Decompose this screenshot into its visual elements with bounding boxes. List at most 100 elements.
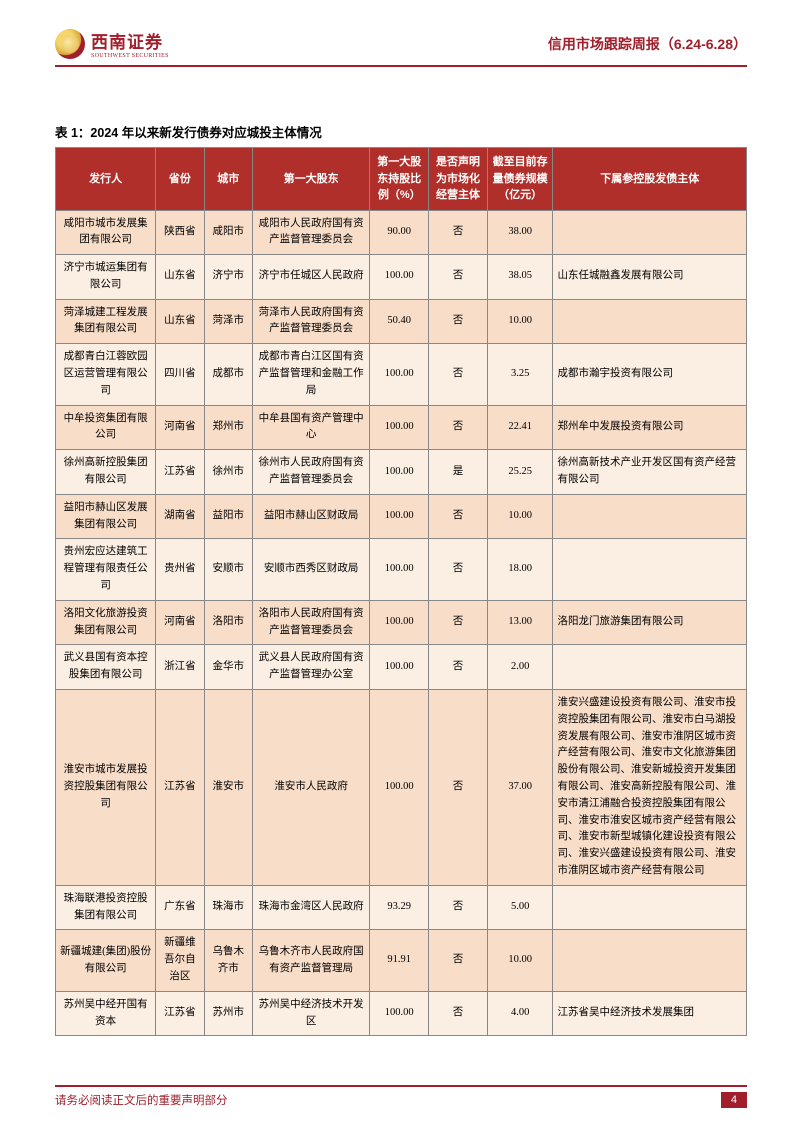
table-cell: 100.00 bbox=[370, 690, 429, 886]
table-cell: 成都市青白江区国有资产监督管理和金融工作局 bbox=[252, 344, 369, 405]
table-cell: 苏州吴中经济技术开发区 bbox=[252, 991, 369, 1036]
table-cell: 100.00 bbox=[370, 405, 429, 450]
table-cell: 湖南省 bbox=[156, 494, 204, 539]
table-row: 淮安市城市发展投资控股集团有限公司江苏省淮安市淮安市人民政府100.00否37.… bbox=[56, 690, 747, 886]
table-cell bbox=[553, 930, 747, 991]
table-cell: 苏州吴中经开国有资本 bbox=[56, 991, 156, 1036]
table-cell: 山东省 bbox=[156, 255, 204, 300]
table-header-cell: 第一大股东 bbox=[252, 148, 369, 211]
table-row: 武义县国有资本控股集团有限公司浙江省金华市武义县人民政府国有资产监督管理办公室1… bbox=[56, 645, 747, 690]
table-header-cell: 是否声明为市场化经营主体 bbox=[429, 148, 488, 211]
table-cell: 否 bbox=[429, 299, 488, 344]
table-cell: 徐州市 bbox=[204, 450, 252, 495]
table-cell: 是 bbox=[429, 450, 488, 495]
table-cell: 济宁市 bbox=[204, 255, 252, 300]
table-cell: 益阳市赫山区财政局 bbox=[252, 494, 369, 539]
table-row: 洛阳文化旅游投资集团有限公司河南省洛阳市洛阳市人民政府国有资产监督管理委员会10… bbox=[56, 600, 747, 645]
table-cell: 37.00 bbox=[487, 690, 553, 886]
table-cell: 成都青白江蓉欧园区运营管理有限公司 bbox=[56, 344, 156, 405]
table-cell: 100.00 bbox=[370, 450, 429, 495]
table-cell: 武义县国有资本控股集团有限公司 bbox=[56, 645, 156, 690]
table-cell: 18.00 bbox=[487, 539, 553, 600]
table-row: 菏泽城建工程发展集团有限公司山东省菏泽市菏泽市人民政府国有资产监督管理委员会50… bbox=[56, 299, 747, 344]
table-cell: 成都市 bbox=[204, 344, 252, 405]
table-cell: 山东省 bbox=[156, 299, 204, 344]
table-cell: 郑州牟中发展投资有限公司 bbox=[553, 405, 747, 450]
table-cell: 济宁市城运集团有限公司 bbox=[56, 255, 156, 300]
table-cell: 否 bbox=[429, 539, 488, 600]
table-cell: 乌鲁木齐市 bbox=[204, 930, 252, 991]
table-cell: 咸阳市人民政府国有资产监督管理委员会 bbox=[252, 210, 369, 255]
table-cell: 22.41 bbox=[487, 405, 553, 450]
table-row: 成都青白江蓉欧园区运营管理有限公司四川省成都市成都市青白江区国有资产监督管理和金… bbox=[56, 344, 747, 405]
table-row: 咸阳市城市发展集团有限公司陕西省咸阳市咸阳市人民政府国有资产监督管理委员会90.… bbox=[56, 210, 747, 255]
table-cell bbox=[553, 539, 747, 600]
table-cell: 38.00 bbox=[487, 210, 553, 255]
table-cell: 否 bbox=[429, 600, 488, 645]
table-cell: 菏泽市 bbox=[204, 299, 252, 344]
table-cell: 91.91 bbox=[370, 930, 429, 991]
table-row: 珠海联港投资控股集团有限公司广东省珠海市珠海市金湾区人民政府93.29否5.00 bbox=[56, 885, 747, 930]
footer-disclaimer: 请务必阅读正文后的重要声明部分 bbox=[55, 1092, 228, 1108]
table-cell bbox=[553, 494, 747, 539]
table-cell: 济宁市任城区人民政府 bbox=[252, 255, 369, 300]
table-cell bbox=[553, 885, 747, 930]
table-cell: 徐州高新技术产业开发区国有资产经营有限公司 bbox=[553, 450, 747, 495]
table-row: 济宁市城运集团有限公司山东省济宁市济宁市任城区人民政府100.00否38.05山… bbox=[56, 255, 747, 300]
table-cell: 否 bbox=[429, 930, 488, 991]
table-cell: 菏泽市人民政府国有资产监督管理委员会 bbox=[252, 299, 369, 344]
page-number: 4 bbox=[721, 1092, 747, 1108]
table-cell: 珠海市金湾区人民政府 bbox=[252, 885, 369, 930]
table-cell: 徐州市人民政府国有资产监督管理委员会 bbox=[252, 450, 369, 495]
table-cell: 洛阳文化旅游投资集团有限公司 bbox=[56, 600, 156, 645]
table-cell: 否 bbox=[429, 885, 488, 930]
table-cell: 洛阳市 bbox=[204, 600, 252, 645]
table-cell: 武义县人民政府国有资产监督管理办公室 bbox=[252, 645, 369, 690]
table-cell: 100.00 bbox=[370, 645, 429, 690]
table-cell: 新疆城建(集团)股份有限公司 bbox=[56, 930, 156, 991]
page-footer: 请务必阅读正文后的重要声明部分 4 bbox=[55, 1085, 747, 1108]
table-cell: 安顺市西秀区财政局 bbox=[252, 539, 369, 600]
table-cell: 益阳市 bbox=[204, 494, 252, 539]
table-cell: 25.25 bbox=[487, 450, 553, 495]
table-cell: 10.00 bbox=[487, 299, 553, 344]
table-cell: 100.00 bbox=[370, 991, 429, 1036]
table-cell: 2.00 bbox=[487, 645, 553, 690]
table-cell bbox=[553, 645, 747, 690]
table-cell: 100.00 bbox=[370, 255, 429, 300]
table-row: 新疆城建(集团)股份有限公司新疆维吾尔自治区乌鲁木齐市乌鲁木齐市人民政府国有资产… bbox=[56, 930, 747, 991]
table-cell: 广东省 bbox=[156, 885, 204, 930]
logo-text-en: SOUTHWEST SECURITIES bbox=[91, 53, 169, 59]
table-cell: 咸阳市 bbox=[204, 210, 252, 255]
table-cell: 93.29 bbox=[370, 885, 429, 930]
table-cell bbox=[553, 299, 747, 344]
table-cell: 3.25 bbox=[487, 344, 553, 405]
table-cell: 淮安市 bbox=[204, 690, 252, 886]
table-header-cell: 第一大股东持股比例（%） bbox=[370, 148, 429, 211]
table-cell bbox=[553, 210, 747, 255]
table-cell: 否 bbox=[429, 210, 488, 255]
table-cell: 菏泽城建工程发展集团有限公司 bbox=[56, 299, 156, 344]
table-cell: 4.00 bbox=[487, 991, 553, 1036]
table-cell: 否 bbox=[429, 991, 488, 1036]
table-cell: 新疆维吾尔自治区 bbox=[156, 930, 204, 991]
logo-text-cn: 西南证券 bbox=[91, 28, 169, 53]
table-cell: 13.00 bbox=[487, 600, 553, 645]
table-cell: 5.00 bbox=[487, 885, 553, 930]
table-cell: 郑州市 bbox=[204, 405, 252, 450]
table-cell: 淮安市人民政府 bbox=[252, 690, 369, 886]
table-header-row: 发行人省份城市第一大股东第一大股东持股比例（%）是否声明为市场化经营主体截至目前… bbox=[56, 148, 747, 211]
table-cell: 陕西省 bbox=[156, 210, 204, 255]
table-cell: 100.00 bbox=[370, 494, 429, 539]
table-row: 贵州宏应达建筑工程管理有限责任公司贵州省安顺市安顺市西秀区财政局100.00否1… bbox=[56, 539, 747, 600]
table-cell: 江苏省 bbox=[156, 991, 204, 1036]
table-cell: 否 bbox=[429, 344, 488, 405]
table-cell: 四川省 bbox=[156, 344, 204, 405]
table-cell: 100.00 bbox=[370, 600, 429, 645]
logo-icon bbox=[55, 29, 85, 59]
table-cell: 浙江省 bbox=[156, 645, 204, 690]
table-cell: 洛阳市人民政府国有资产监督管理委员会 bbox=[252, 600, 369, 645]
table-cell: 咸阳市城市发展集团有限公司 bbox=[56, 210, 156, 255]
table-cell: 38.05 bbox=[487, 255, 553, 300]
table-cell: 10.00 bbox=[487, 494, 553, 539]
